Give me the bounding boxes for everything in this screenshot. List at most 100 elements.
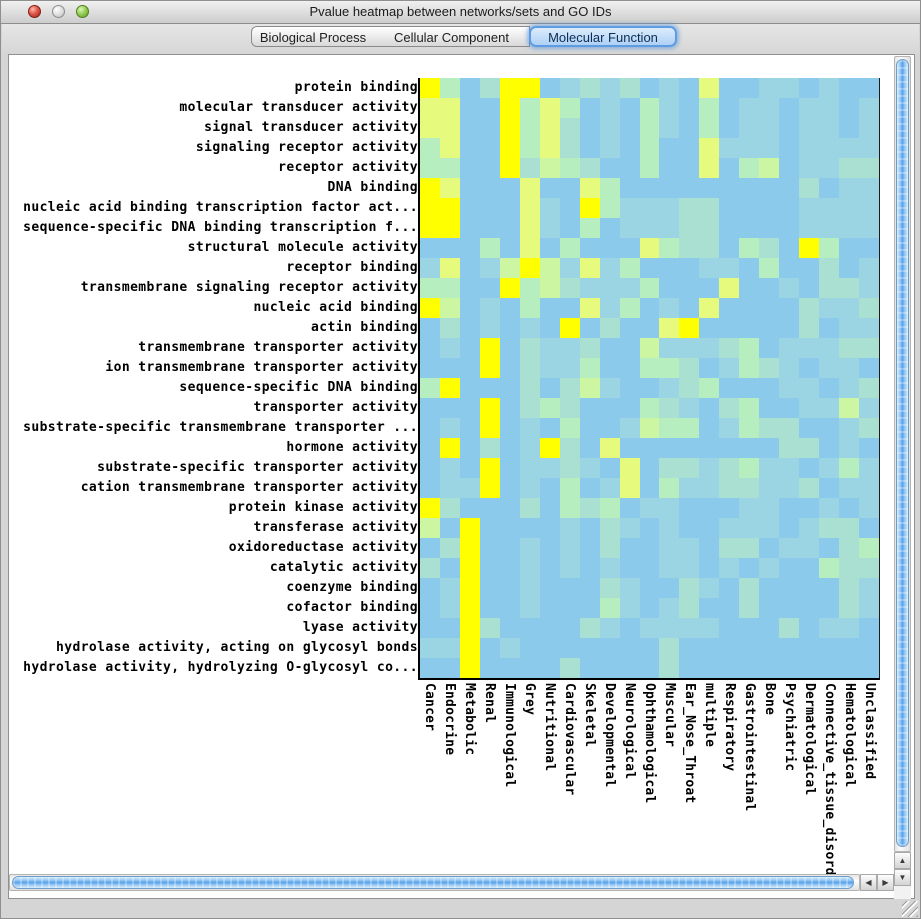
heatmap-cell (679, 338, 700, 358)
heatmap-cell (799, 338, 820, 358)
heatmap-cell (599, 238, 620, 258)
heatmap-cell (719, 118, 740, 138)
heatmap-cell (779, 258, 800, 278)
scroll-left-button[interactable]: ◀ (860, 874, 877, 891)
column-label: Bone (761, 683, 777, 716)
heatmap-cell (459, 158, 480, 178)
heatmap-cell (599, 198, 620, 218)
heatmap-cell (819, 598, 840, 618)
heatmap-cell (679, 98, 700, 118)
heatmap-cell (559, 118, 580, 138)
heatmap-cell (519, 358, 540, 378)
heatmap-cell (819, 278, 840, 298)
heatmap-cell (579, 538, 600, 558)
tab-biological-process[interactable]: Biological Process (251, 26, 375, 47)
heatmap-cell (459, 278, 480, 298)
heatmap-cell (519, 618, 540, 638)
heatmap-cell (859, 238, 879, 258)
heatmap-cell (659, 538, 680, 558)
heatmap-cell (859, 278, 879, 298)
heatmap-cell (779, 178, 800, 198)
heatmap-cell (679, 458, 700, 478)
heatmap-cell (619, 258, 640, 278)
scroll-down-button[interactable]: ▼ (894, 869, 911, 886)
heatmap-cell (799, 318, 820, 338)
heatmap-cell (539, 178, 560, 198)
heatmap-cell (679, 538, 700, 558)
heatmap-cell (799, 438, 820, 458)
heatmap-cell (779, 518, 800, 538)
heatmap-cell (819, 98, 840, 118)
heatmap-cell (539, 138, 560, 158)
vertical-scrollbar-thumb[interactable] (896, 59, 909, 847)
heatmap-cell (499, 178, 520, 198)
row-label: transferase activity (253, 520, 418, 535)
heatmap-cell (739, 518, 760, 538)
heatmap-cell (559, 98, 580, 118)
heatmap-cell (839, 538, 860, 558)
heatmap-cell (719, 518, 740, 538)
heatmap-cell (439, 198, 460, 218)
heatmap-plot (418, 78, 880, 680)
column-label: Nutritional (542, 683, 558, 772)
heatmap-cell (819, 438, 840, 458)
heatmap-cell (539, 418, 560, 438)
heatmap-cell (439, 518, 460, 538)
heatmap-cell (819, 558, 840, 578)
vertical-scrollbar-track[interactable] (894, 56, 911, 852)
heatmap-cell (539, 358, 560, 378)
scroll-up-button[interactable]: ▲ (894, 852, 911, 869)
heatmap-cell (859, 618, 879, 638)
heatmap-cell (579, 598, 600, 618)
heatmap-cell (479, 198, 500, 218)
row-label: transmembrane transporter activity (138, 340, 418, 355)
heatmap-cell (579, 398, 600, 418)
heatmap-cell (819, 318, 840, 338)
heatmap-cell (759, 218, 780, 238)
heatmap-cell (539, 158, 560, 178)
heatmap-cell (439, 458, 460, 478)
heatmap-cell (819, 498, 840, 518)
heatmap-cell (499, 118, 520, 138)
heatmap-cell (559, 198, 580, 218)
minimize-button[interactable] (52, 5, 65, 18)
tab-molecular-function[interactable]: Molecular Function (529, 26, 677, 47)
row-label: hydrolase activity, acting on glycosyl b… (56, 640, 418, 655)
scroll-right-button[interactable]: ▶ (877, 874, 894, 891)
heatmap-cell (779, 218, 800, 238)
resize-grip[interactable] (902, 901, 918, 917)
heatmap-cell (439, 578, 460, 598)
heatmap-cell (679, 478, 700, 498)
heatmap-cell (739, 418, 760, 438)
heatmap-cell (679, 158, 700, 178)
heatmap-cell (579, 198, 600, 218)
heatmap-cell (420, 478, 440, 498)
tab-cellular-component[interactable]: Cellular Component (374, 26, 530, 47)
heatmap-cell (739, 318, 760, 338)
close-button[interactable] (28, 5, 41, 18)
heatmap-cell (599, 538, 620, 558)
heatmap-cell (420, 418, 440, 438)
heatmap-cell (519, 398, 540, 418)
heatmap-cell (479, 238, 500, 258)
heatmap-cell (599, 178, 620, 198)
heatmap-cell (479, 358, 500, 378)
horizontal-scrollbar-thumb[interactable] (12, 876, 854, 889)
heatmap-cell (479, 138, 500, 158)
horizontal-scrollbar-track[interactable] (9, 874, 860, 891)
heatmap-cell (839, 298, 860, 318)
heatmap-cell (579, 158, 600, 178)
heatmap-cell (799, 138, 820, 158)
heatmap-cell (619, 378, 640, 398)
row-label: cofactor binding (286, 600, 418, 615)
heatmap-cell (539, 238, 560, 258)
zoom-button[interactable] (76, 5, 89, 18)
heatmap-cell (779, 598, 800, 618)
heatmap-cell (679, 618, 700, 638)
row-label: ion transmembrane transporter activity (105, 360, 418, 375)
heatmap-cell (779, 618, 800, 638)
title-bar: Pvalue heatmap between networks/sets and… (1, 1, 920, 24)
heatmap-cell (719, 638, 740, 658)
heatmap-cell (519, 278, 540, 298)
heatmap-cell (819, 578, 840, 598)
